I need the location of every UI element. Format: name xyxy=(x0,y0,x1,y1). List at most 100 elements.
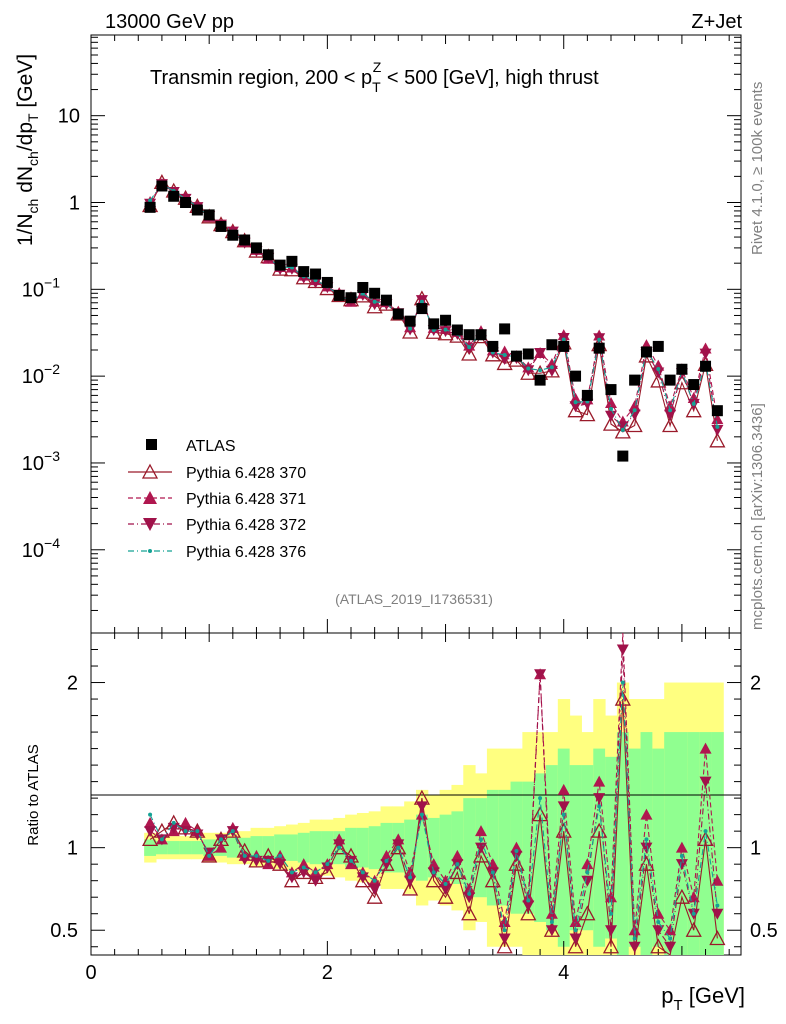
ratio-point xyxy=(614,690,631,706)
band-green xyxy=(416,814,429,881)
band-green xyxy=(711,732,724,955)
ratio-point xyxy=(368,883,381,895)
ratio-point xyxy=(538,796,543,801)
ratio-point xyxy=(439,883,452,895)
ratio-point xyxy=(591,822,608,838)
series-line-2 xyxy=(149,183,718,431)
ratio-point xyxy=(605,891,617,903)
energy-label: 13000 GeV pp xyxy=(105,11,234,33)
band-green xyxy=(250,836,263,860)
atlas-point xyxy=(203,209,215,221)
series-point xyxy=(652,367,665,379)
atlas-point xyxy=(191,204,203,216)
ratio-point xyxy=(573,928,578,933)
x-tick-label: 0 xyxy=(85,962,96,984)
series-point xyxy=(443,327,448,332)
atlas-point xyxy=(262,249,274,261)
ratio-point xyxy=(195,829,200,834)
ratio-point xyxy=(238,854,251,866)
ratio-point xyxy=(699,742,712,754)
series-point xyxy=(711,424,724,436)
main-y-axis-label: 1/Nch dNch/dpT [GeV] xyxy=(14,54,41,246)
series-point xyxy=(567,402,584,418)
ratio-point xyxy=(534,669,547,681)
band-green xyxy=(498,789,512,906)
atlas-point xyxy=(652,340,664,352)
atlas-point xyxy=(250,242,262,254)
ratio-point xyxy=(579,905,596,921)
ratio-point xyxy=(498,933,511,945)
ratio-point xyxy=(668,936,673,941)
ratio-point xyxy=(475,825,487,837)
atlas-point xyxy=(534,374,546,386)
band-green xyxy=(664,732,677,955)
ratio-point xyxy=(675,859,688,871)
ratio-point xyxy=(392,839,405,851)
legend-entry-376: Pythia 6.428 376 xyxy=(186,544,306,561)
ratio-point xyxy=(183,829,188,834)
series-point xyxy=(526,366,531,371)
atlas-point xyxy=(286,255,298,267)
ratio-point xyxy=(215,841,227,853)
ratio-point xyxy=(396,845,401,850)
series-point xyxy=(699,348,712,360)
axis-ticks: 0 2 4 10 1 10−1 10−2 10−3 10−4 0.5 0.5 1 1 2 2 xyxy=(22,35,778,984)
ratio-point xyxy=(337,845,342,850)
ratio-point xyxy=(242,853,247,858)
y-tick-label: 10−4 xyxy=(22,535,60,562)
ratio-point xyxy=(632,936,637,941)
legend-atlas-marker xyxy=(146,439,157,450)
series-point xyxy=(467,345,472,350)
ratio-point xyxy=(567,938,584,954)
ratio-point xyxy=(510,850,523,862)
main-series xyxy=(142,174,726,462)
atlas-point xyxy=(321,276,333,288)
ratio-point xyxy=(425,872,442,888)
ratio-point xyxy=(520,905,537,921)
ratio-point xyxy=(644,837,649,842)
ratio-point xyxy=(451,849,464,861)
band-green xyxy=(557,748,571,947)
series-point xyxy=(148,198,153,203)
ratio-point xyxy=(289,870,294,875)
atlas-point xyxy=(180,197,192,209)
ratio-point xyxy=(510,841,523,853)
ratio-point xyxy=(278,853,283,858)
ratio-point xyxy=(711,908,724,920)
ratio-point xyxy=(207,853,212,858)
ratio-point xyxy=(443,881,448,886)
atlas-point xyxy=(310,268,322,280)
ratio-point xyxy=(557,801,570,813)
ratio-point xyxy=(602,938,620,954)
ratio-series xyxy=(142,632,726,956)
series-point xyxy=(545,365,558,377)
mcplots-label: mcplots.cern.ch [arXiv:1306.3436] xyxy=(749,403,766,630)
ratio-point xyxy=(675,841,688,853)
ratio-point xyxy=(372,878,377,883)
series-point xyxy=(520,364,537,380)
ratio-point xyxy=(545,925,558,937)
legend-entry-371: Pythia 6.428 371 xyxy=(186,491,306,508)
series-point xyxy=(408,326,413,331)
ratio-tick-label-right: 0.5 xyxy=(750,920,778,942)
ratio-point xyxy=(557,783,570,795)
band-green xyxy=(286,834,299,861)
ratio-point xyxy=(467,891,472,896)
series-point xyxy=(549,365,554,370)
ratio-point xyxy=(144,826,157,838)
ratio-point xyxy=(171,820,176,825)
atlas-point xyxy=(392,308,404,320)
atlas-point xyxy=(357,281,369,293)
atlas-point xyxy=(700,360,712,372)
rivet-version-label: Rivet 4.1.0, ≥ 100k events xyxy=(749,82,766,255)
series-point xyxy=(709,432,726,448)
ratio-point xyxy=(384,858,389,863)
y-tick-label: 10−3 xyxy=(22,448,60,475)
ratio-point xyxy=(616,644,629,656)
band-green xyxy=(179,841,192,855)
ratio-point xyxy=(593,775,606,787)
series-line-3 xyxy=(149,183,718,432)
series-point xyxy=(685,402,702,418)
ratio-point xyxy=(283,872,300,888)
ratio-panel-frame xyxy=(90,632,742,956)
